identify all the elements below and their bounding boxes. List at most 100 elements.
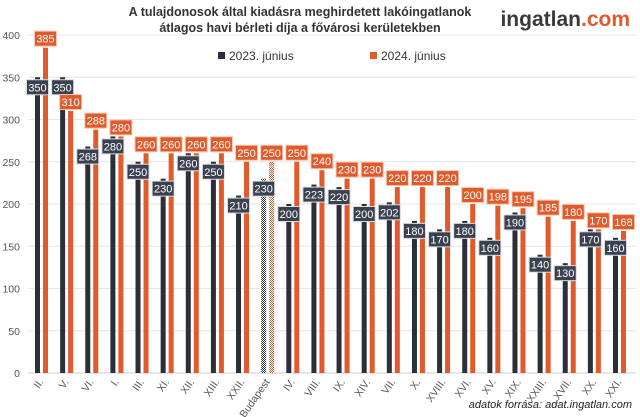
data-label-box: [310, 153, 334, 170]
data-label-box: [84, 112, 108, 129]
logo-suffix: .com: [580, 8, 630, 31]
data-label: 260: [212, 139, 230, 151]
data-label: 230: [363, 165, 381, 177]
bar: [487, 237, 493, 373]
data-label-box: [478, 239, 502, 256]
bar: [160, 178, 166, 373]
bar: [394, 187, 400, 373]
data-label-box: [486, 188, 510, 205]
data-label-box: [252, 180, 276, 197]
x-tick-label: XXII.: [225, 377, 248, 403]
data-label: 170: [589, 215, 607, 227]
data-label: 200: [355, 209, 373, 221]
bar: [118, 136, 124, 373]
x-tick-label: XVI.: [452, 377, 473, 400]
bar: [411, 220, 417, 373]
bar: [93, 129, 99, 373]
data-label-box: [109, 119, 133, 136]
x-tick-label: I.: [109, 377, 122, 389]
legend-label: 2023. június: [229, 49, 294, 63]
x-tick-label: VII.: [379, 377, 398, 397]
data-label: 250: [288, 148, 306, 160]
data-label: 220: [413, 173, 431, 185]
bar: [336, 187, 342, 373]
bar: [562, 263, 568, 373]
data-label: 288: [87, 116, 105, 128]
bar: [595, 229, 601, 373]
data-label: 268: [79, 152, 97, 164]
data-label: 198: [489, 192, 507, 204]
y-tick-label: 100: [2, 284, 20, 296]
data-label-box: [76, 148, 100, 165]
x-tick-label: X.: [408, 377, 424, 392]
data-label: 210: [229, 201, 247, 213]
logo-main: ingatlan: [500, 8, 581, 31]
x-tick-label: III.: [130, 377, 147, 393]
data-label: 280: [104, 141, 122, 153]
bar: [218, 153, 224, 373]
ingatlan-logo: ingatlan.com: [500, 8, 630, 32]
data-label-box: [561, 203, 585, 220]
data-label-box: [151, 180, 175, 197]
x-tick-label: XIII.: [202, 377, 223, 399]
data-label-box: [528, 256, 552, 273]
data-label-box: [461, 187, 485, 203]
bar: [35, 77, 40, 373]
bar: [419, 187, 425, 373]
data-label: 385: [36, 34, 54, 46]
data-label-box: [612, 214, 635, 231]
data-label: 260: [137, 139, 155, 151]
data-label-box: [604, 239, 627, 256]
data-label-box: [176, 155, 200, 172]
data-label: 220: [438, 173, 456, 185]
data-label-box: [377, 204, 401, 221]
x-tick-label: XXI.: [603, 377, 624, 400]
data-label: 168: [614, 217, 632, 229]
data-label-box: [101, 138, 125, 155]
bar: [311, 184, 317, 373]
data-label: 350: [53, 82, 71, 94]
data-label: 260: [162, 139, 180, 151]
legend-label: 2024. június: [381, 49, 446, 63]
x-tick-label: XII.: [178, 377, 197, 397]
data-label-box: [385, 170, 409, 187]
data-label: 250: [129, 167, 147, 179]
bar: [85, 146, 91, 373]
bar: [261, 178, 267, 373]
data-label: 230: [254, 184, 272, 196]
data-label-box: [586, 212, 610, 229]
data-label: 195: [514, 194, 532, 206]
bar: [168, 153, 174, 373]
y-tick-label: 200: [2, 199, 20, 211]
data-label-box: [302, 186, 326, 203]
bar: [613, 237, 618, 373]
x-tick-label: XIV.: [352, 377, 373, 399]
y-tick-label: 150: [2, 241, 20, 253]
bar: [68, 111, 74, 374]
x-tick-label: XVIII.: [424, 377, 449, 405]
bar: [545, 216, 551, 373]
bar: [520, 208, 526, 373]
data-label-box: [235, 144, 259, 161]
data-label-box: [201, 163, 225, 180]
x-tick-label: XIX.: [503, 377, 524, 400]
data-label-box: [126, 163, 150, 180]
x-tick-label: II.: [32, 377, 47, 391]
bar: [244, 161, 250, 373]
y-tick-label: 250: [2, 157, 20, 169]
bar: [269, 161, 275, 373]
data-label: 220: [330, 192, 348, 204]
data-label: 170: [581, 234, 599, 246]
data-label-box: [34, 30, 57, 47]
data-label: 170: [430, 234, 448, 246]
bar: [193, 153, 199, 373]
x-tick-label: V.: [57, 377, 72, 391]
data-label: 160: [606, 243, 624, 255]
data-label: 180: [564, 207, 582, 219]
y-tick-label: 0: [14, 368, 20, 380]
bar: [587, 229, 593, 373]
bar: [512, 212, 518, 373]
data-label: 250: [262, 148, 280, 160]
chart-title-line1: A tulajdonosok által kiadásra meghirdete…: [128, 5, 472, 19]
